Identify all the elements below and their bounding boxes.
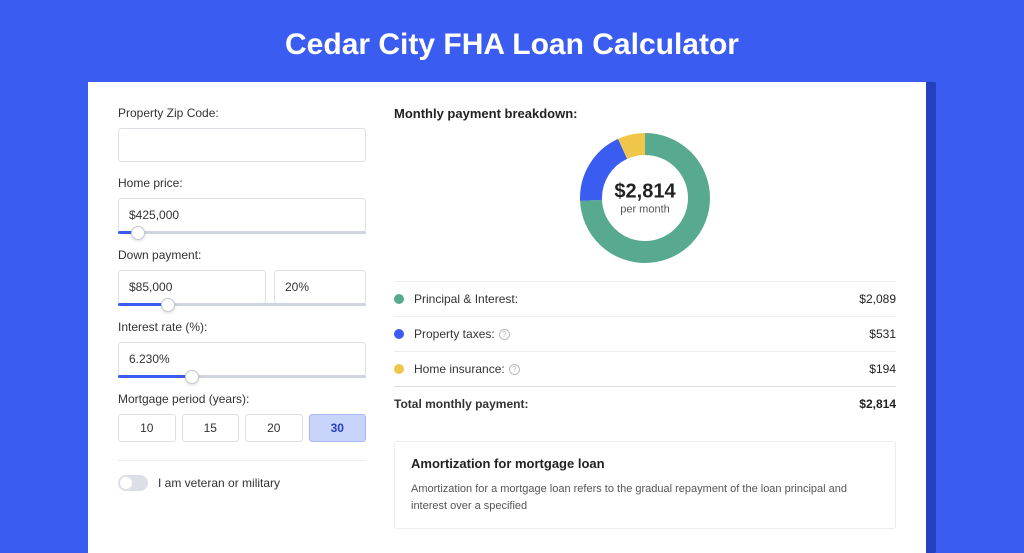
input-column: Property Zip Code: Home price: Down paym… (118, 106, 366, 529)
zip-field-group: Property Zip Code: (118, 106, 366, 162)
period-btn-30[interactable]: 30 (309, 414, 367, 442)
amortization-text: Amortization for a mortgage loan refers … (411, 481, 879, 514)
zip-label: Property Zip Code: (118, 106, 366, 120)
legend-value: $531 (869, 327, 896, 341)
down-payment-group: Down payment: (118, 248, 366, 306)
period-btn-15[interactable]: 15 (182, 414, 240, 442)
zip-input[interactable] (118, 128, 366, 162)
down-payment-slider-thumb[interactable] (161, 298, 175, 312)
legend-total-row: Total monthly payment:$2,814 (394, 386, 896, 421)
legend-row: Principal & Interest:$2,089 (394, 281, 896, 316)
home-price-group: Home price: (118, 176, 366, 234)
amortization-box: Amortization for mortgage loan Amortizat… (394, 441, 896, 529)
legend-row: Home insurance: ?$194 (394, 351, 896, 386)
donut-chart: $2,814 per month (394, 133, 896, 263)
down-payment-slider[interactable] (118, 303, 366, 306)
legend-value: $194 (869, 362, 896, 376)
calculator-card: Property Zip Code: Home price: Down paym… (88, 82, 926, 553)
legend-label: Home insurance: ? (414, 362, 869, 376)
interest-slider-fill (118, 375, 192, 378)
veteran-toggle-row: I am veteran or military (118, 460, 366, 491)
legend-value: $2,089 (859, 292, 896, 306)
period-buttons: 10152030 (118, 414, 366, 442)
down-payment-pct-input[interactable] (274, 270, 366, 304)
legend-row: Property taxes: ?$531 (394, 316, 896, 351)
legend-dot (394, 329, 404, 339)
legend-dot (394, 364, 404, 374)
home-price-label: Home price: (118, 176, 366, 190)
down-payment-input[interactable] (118, 270, 266, 304)
interest-slider[interactable] (118, 375, 366, 378)
page-title: Cedar City FHA Loan Calculator (0, 0, 1024, 82)
interest-group: Interest rate (%): (118, 320, 366, 378)
period-btn-10[interactable]: 10 (118, 414, 176, 442)
home-price-input[interactable] (118, 198, 366, 232)
period-group: Mortgage period (years): 10152030 (118, 392, 366, 442)
veteran-label: I am veteran or military (158, 476, 280, 490)
donut-sub: per month (614, 204, 675, 216)
veteran-toggle[interactable] (118, 475, 148, 491)
donut-center: $2,814 per month (614, 181, 675, 216)
legend-label: Property taxes: ? (414, 327, 869, 341)
legend-total-value: $2,814 (859, 397, 896, 411)
period-label: Mortgage period (years): (118, 392, 366, 406)
legend: Principal & Interest:$2,089Property taxe… (394, 281, 896, 421)
interest-slider-thumb[interactable] (185, 370, 199, 384)
breakdown-title: Monthly payment breakdown: (394, 106, 896, 121)
interest-label: Interest rate (%): (118, 320, 366, 334)
legend-dot (394, 294, 404, 304)
legend-label: Principal & Interest: (414, 292, 859, 306)
card-shadow: Property Zip Code: Home price: Down paym… (88, 82, 936, 553)
veteran-toggle-knob (120, 477, 132, 489)
down-payment-label: Down payment: (118, 248, 366, 262)
home-price-slider[interactable] (118, 231, 366, 234)
period-btn-20[interactable]: 20 (245, 414, 303, 442)
interest-input[interactable] (118, 342, 366, 376)
breakdown-column: Monthly payment breakdown: $2,814 per mo… (394, 106, 896, 529)
info-icon[interactable]: ? (499, 329, 510, 340)
home-price-slider-thumb[interactable] (131, 226, 145, 240)
info-icon[interactable]: ? (509, 364, 520, 375)
donut-amount: $2,814 (614, 181, 675, 204)
legend-total-label: Total monthly payment: (394, 397, 859, 411)
amortization-title: Amortization for mortgage loan (411, 456, 879, 471)
